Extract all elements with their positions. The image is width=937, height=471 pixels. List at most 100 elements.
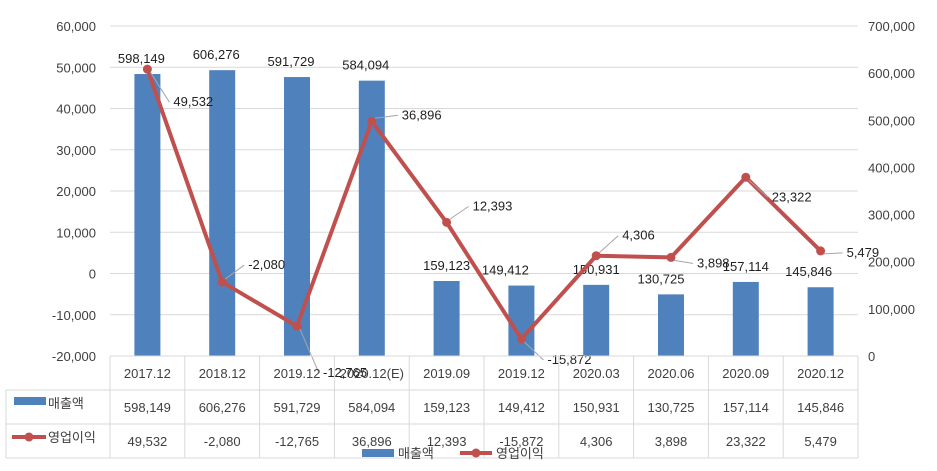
table-cell: 5,479	[804, 434, 837, 449]
revenue-bar-label: 598,149	[118, 51, 165, 66]
table-line-key-marker	[24, 432, 34, 442]
left-tick-label: 40,000	[56, 102, 96, 117]
revenue-bar-labels: 598,149 606,276 591,729 584,094 159,123 149,4…	[118, 47, 832, 286]
revenue-bar-label: 150,931	[573, 262, 620, 277]
table-series-name: 매출액	[48, 396, 84, 411]
operating-profit-marker	[516, 334, 526, 344]
revenue-bar-label: 149,412	[482, 263, 529, 278]
revenue-bar-label: 606,276	[193, 47, 240, 62]
table-category: 2018.12	[199, 366, 246, 381]
label-leader-line	[598, 235, 619, 254]
table-category: 2020.09	[722, 366, 769, 381]
label-leader-line	[748, 179, 769, 198]
right-tick-label: 300,000	[868, 208, 915, 223]
table-cell: 157,114	[723, 400, 769, 415]
legend: 매출액 영업이익	[362, 446, 544, 461]
revenue-bar-label: 130,725	[638, 271, 685, 286]
left-tick-label: -20,000	[52, 349, 96, 364]
operating-profit-label: -15,872	[547, 352, 591, 367]
left-axis: -20,000 -10,000 0 10,000 20,000 30,000 40,000 5…	[52, 19, 96, 364]
table-category: 2019.12	[274, 366, 321, 381]
legend-bar-label: 매출액	[398, 446, 434, 461]
revenue-bar-label: 591,729	[268, 54, 315, 69]
left-tick-label: 50,000	[56, 60, 96, 75]
table-cell: -2,080	[204, 434, 241, 449]
left-tick-label: -10,000	[52, 308, 96, 323]
label-leader-line	[673, 259, 694, 264]
table-cell: 36,896	[352, 434, 392, 449]
table-cell: 584,094	[348, 400, 395, 415]
operating-profit-marker	[217, 277, 227, 287]
label-leader-line	[449, 205, 469, 220]
revenue-bar-label: 584,094	[342, 58, 389, 73]
operating-profit-labels: 49,532-2,080-12,76536,89612,393-15,8724,…	[149, 71, 879, 380]
revenue-bar	[508, 285, 535, 356]
right-tick-label: 700,000	[868, 19, 915, 34]
table-category: 2020.03	[573, 366, 620, 381]
table-category: 2019.12	[498, 366, 545, 381]
revenue-bars	[134, 70, 834, 356]
table-cell: -15,872	[499, 434, 543, 449]
operating-profit-marker	[591, 251, 601, 261]
table-bar-key	[14, 397, 46, 405]
label-leader-line	[374, 114, 398, 119]
operating-profit-marker	[741, 172, 751, 182]
right-tick-label: 100,000	[868, 302, 915, 317]
operating-profit-label: 49,532	[173, 94, 213, 109]
table-cell: 130,725	[648, 400, 695, 415]
table-cell: 49,532	[128, 434, 168, 449]
operating-profit-polyline	[145, 68, 823, 341]
table-cell: 23,322	[726, 434, 766, 449]
right-tick-label: 0	[868, 349, 875, 364]
table-category: 2020.12	[797, 366, 844, 381]
table-category: 2020.12(E)	[340, 366, 404, 381]
right-tick-label: 400,000	[868, 160, 915, 175]
right-tick-label: 200,000	[868, 255, 915, 270]
revenue-bar-label: 157,114	[723, 259, 769, 274]
operating-profit-label: 4,306	[622, 228, 655, 243]
table-category: 2020.06	[648, 366, 695, 381]
revenue-bar	[658, 294, 684, 356]
operating-profit-marker	[142, 64, 152, 74]
revenue-bar	[284, 77, 310, 356]
label-leader-line	[224, 264, 245, 280]
table-cell: 591,729	[274, 400, 321, 415]
left-tick-label: 20,000	[56, 184, 96, 199]
operating-profit-marker	[367, 116, 377, 126]
legend-line-label: 영업이익	[496, 446, 544, 461]
table-cell: 4,306	[580, 434, 613, 449]
revenue-bar	[209, 70, 236, 356]
table-series-name: 영업이익	[48, 430, 96, 445]
table-cell: 145,846	[797, 400, 844, 415]
data-table: 2017.12 2018.12 2019.12 2020.12(E) 2019.09 20…	[5, 355, 859, 459]
revenue-bar	[583, 284, 610, 356]
revenue-bar	[807, 287, 834, 356]
operating-profit-marker	[816, 246, 826, 256]
label-leader-line	[823, 252, 843, 255]
left-tick-label: 0	[89, 267, 96, 282]
table-category: 2017.12	[124, 366, 171, 381]
revenue-bar-label: 159,123	[423, 258, 470, 273]
right-tick-label: 600,000	[868, 66, 915, 81]
operating-profit-label: -2,080	[248, 257, 285, 272]
operating-profit-marker	[292, 321, 302, 331]
table-cell: 598,149	[124, 400, 171, 415]
operating-profit-line	[142, 64, 826, 344]
table-cell: 3,898	[655, 434, 688, 449]
left-tick-label: 30,000	[56, 143, 96, 158]
table-cell: 150,931	[573, 400, 620, 415]
operating-profit-marker	[666, 252, 676, 262]
label-leader-line	[299, 328, 320, 374]
right-tick-label: 500,000	[868, 113, 915, 128]
legend-line-key-marker	[471, 448, 481, 458]
legend-bar-key	[362, 449, 394, 457]
operating-profit-label: 23,322	[772, 189, 812, 204]
right-axis: 0 100,000 200,000 300,000 400,000 500,000 600,…	[868, 19, 915, 364]
table-cell: 159,123	[423, 400, 470, 415]
table-cell: 12,393	[427, 434, 467, 449]
operating-profit-label: 12,393	[473, 198, 513, 213]
revenue-bar	[732, 281, 759, 356]
left-tick-label: 10,000	[56, 225, 96, 240]
label-leader-line	[524, 341, 544, 361]
